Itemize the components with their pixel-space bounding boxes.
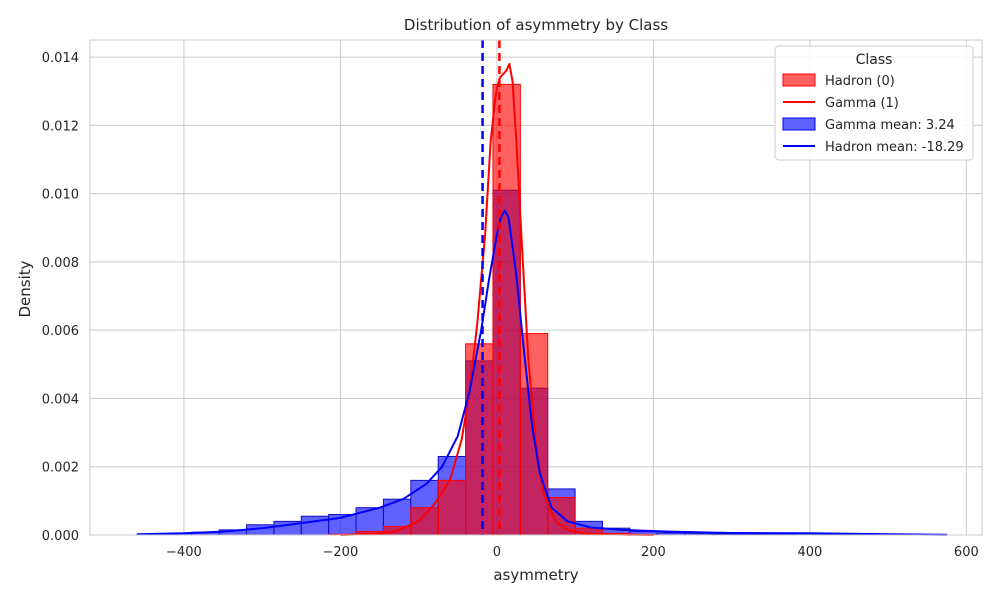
hist-bar-red-12 bbox=[466, 344, 493, 535]
x-tick-label-0: −400 bbox=[166, 545, 202, 560]
x-tick-label-5: 600 bbox=[954, 545, 979, 560]
y-tick-label-0: 0.000 bbox=[42, 529, 79, 544]
legend-label-2: Gamma mean: 3.24 bbox=[825, 118, 955, 133]
legend-label-0: Hadron (0) bbox=[825, 74, 895, 89]
y-axis-label: Density bbox=[16, 260, 34, 317]
y-tick-label-7: 0.014 bbox=[42, 51, 79, 66]
y-tick-label-6: 0.012 bbox=[42, 119, 79, 134]
legend-label-1: Gamma (1) bbox=[825, 96, 899, 111]
x-tick-label-1: −200 bbox=[323, 545, 359, 560]
legend-swatch-2 bbox=[783, 118, 815, 130]
legend: Class Hadron (0) Gamma (1) Gamma mean: 3.24… bbox=[775, 46, 973, 160]
y-tick-label-2: 0.004 bbox=[42, 392, 79, 407]
legend-title: Class bbox=[856, 52, 893, 68]
legend-label-3: Hadron mean: -18.29 bbox=[825, 140, 964, 155]
y-tick-label-5: 0.010 bbox=[42, 188, 79, 203]
hist-bar-red-11 bbox=[438, 480, 465, 535]
x-tick-label-2: 0 bbox=[493, 545, 501, 560]
x-tick-label-4: 400 bbox=[797, 545, 822, 560]
x-tick-label-3: 200 bbox=[641, 545, 666, 560]
x-axis-label: asymmetry bbox=[493, 566, 578, 584]
hist-bar-red-10 bbox=[411, 508, 438, 535]
y-tick-label-3: 0.006 bbox=[42, 324, 79, 339]
y-tick-label-4: 0.008 bbox=[42, 256, 79, 271]
chart-title: Distribution of asymmetry by Class bbox=[404, 16, 668, 34]
y-tick-label-1: 0.002 bbox=[42, 461, 79, 476]
legend-swatch-0 bbox=[783, 74, 815, 86]
